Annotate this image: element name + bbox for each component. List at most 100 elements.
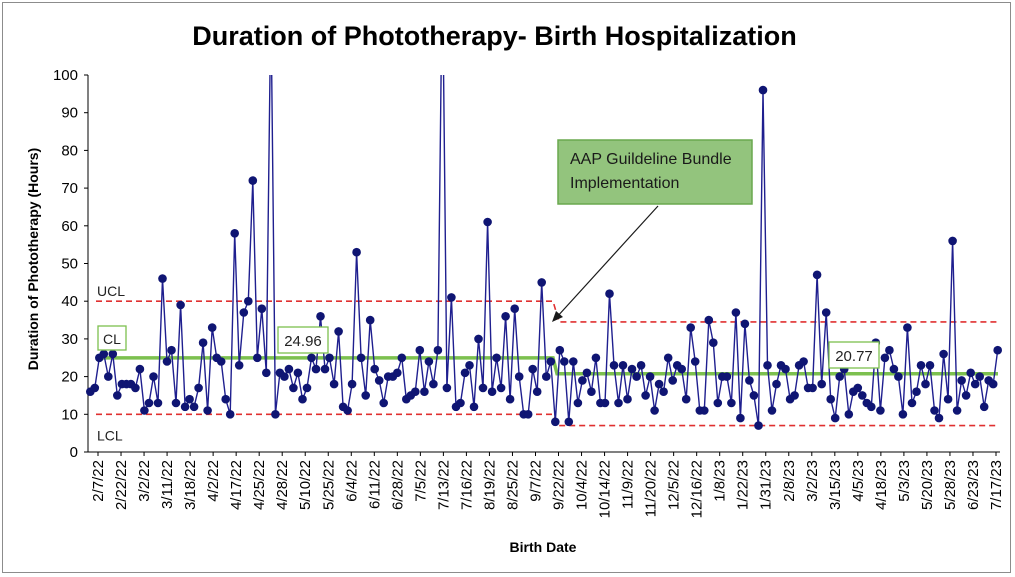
cl2-value-box (828, 341, 880, 369)
data-point (298, 394, 307, 404)
data-point (244, 296, 253, 306)
data-point (614, 398, 623, 408)
x-tick-label: 7/5/22 (412, 460, 429, 502)
x-tick-label: 10/4/22 (574, 460, 591, 510)
data-point (799, 357, 808, 366)
x-tick-label: 11/9/22 (620, 460, 637, 509)
y-tick-label: 80 (61, 142, 78, 159)
x-tick-label: 7/17/23 (988, 460, 1005, 510)
data-point (528, 364, 537, 374)
data-point (704, 315, 714, 325)
data-point (505, 394, 515, 404)
x-tick-label: 12/5/22 (666, 460, 683, 510)
ucl-label: UCL (97, 283, 125, 299)
data-point (424, 357, 434, 366)
data-point (433, 345, 443, 355)
data-point (207, 323, 217, 332)
data-point (316, 312, 325, 321)
x-tick-label: 4/17/22 (228, 460, 245, 510)
data-point (609, 361, 619, 370)
data-point (772, 379, 781, 389)
data-point (745, 376, 754, 385)
lcl-label: LCL (97, 427, 123, 443)
y-tick-label: 60 (61, 218, 78, 235)
x-tick-label: 6/4/22 (343, 460, 360, 502)
data-point (736, 413, 745, 423)
data-point (952, 406, 962, 415)
data-point (411, 387, 420, 397)
x-tick-label: 7/13/22 (435, 460, 452, 510)
data-point (979, 402, 989, 412)
data-point (108, 349, 118, 359)
data-point (149, 372, 158, 381)
data-point (284, 364, 294, 374)
data-point (898, 410, 908, 419)
data-point (650, 406, 659, 415)
data-point (867, 402, 876, 412)
ucl-line (96, 300, 998, 323)
x-tick-label: 5/10/22 (297, 460, 314, 510)
data-point (460, 368, 470, 378)
data-point (135, 364, 145, 374)
data-point (442, 383, 452, 393)
data-point (465, 361, 474, 370)
y-tick-label: 10 (61, 406, 78, 423)
data-point (709, 338, 718, 348)
data-point (930, 406, 939, 415)
data-point (808, 383, 817, 393)
data-point (99, 349, 109, 359)
data-point (645, 372, 655, 381)
data-point (171, 398, 181, 408)
data-point (551, 417, 560, 427)
data-point (921, 379, 930, 389)
data-point (537, 278, 546, 287)
data-point (975, 372, 984, 381)
data-point (280, 372, 289, 381)
data-point (140, 406, 149, 415)
data-point (555, 345, 565, 355)
data-point (447, 293, 456, 302)
data-point (239, 308, 249, 317)
data-point (988, 379, 998, 389)
data-point (248, 176, 258, 185)
x-tick-label: 5/3/23 (896, 460, 913, 502)
annotation-layer: UCL LCL CL 24.96 20.77 AAP Guildeline Bundle I… (97, 139, 880, 443)
data-point (560, 357, 569, 366)
data-point (429, 379, 438, 389)
x-axis-title: Birth Date (509, 539, 577, 555)
data-point (189, 402, 199, 412)
y-tick-label: 70 (61, 180, 78, 197)
data-point (356, 353, 366, 363)
axes: 0 10 20 30 40 50 60 70 80 90 100 2/7/22 2/22/22 3/2/2… (53, 67, 1005, 518)
x-tick-label: 11/20/22 (643, 460, 660, 517)
series-layer (86, 75, 1002, 430)
data-point (749, 391, 759, 400)
data-point (605, 289, 614, 299)
y-tick-label: 0 (70, 444, 78, 461)
data-point (722, 372, 732, 381)
data-point (379, 398, 389, 408)
data-point (198, 338, 208, 348)
x-tick-label: 3/2/23 (804, 460, 821, 502)
x-tick-label: 4/2/22 (205, 460, 222, 502)
callout-line1: AAP Guildeline Bundle (570, 151, 732, 168)
data-point (961, 391, 971, 400)
y-tick-label: 20 (61, 369, 78, 386)
data-point (158, 274, 167, 283)
data-point (957, 376, 966, 385)
data-point (686, 323, 695, 332)
data-point (591, 353, 601, 363)
data-point (532, 387, 542, 397)
x-tick-label: 5/20/23 (919, 460, 936, 510)
callout-arrow-head (552, 311, 563, 322)
data-point (812, 270, 822, 280)
data-point (758, 85, 768, 95)
x-tick-label: 10/14/22 (597, 460, 614, 518)
data-point (176, 300, 185, 310)
data-point (573, 398, 583, 408)
cl2-value: 20.77 (835, 348, 873, 365)
data-point (370, 364, 380, 374)
data-point (144, 398, 154, 408)
data-point (880, 353, 890, 363)
